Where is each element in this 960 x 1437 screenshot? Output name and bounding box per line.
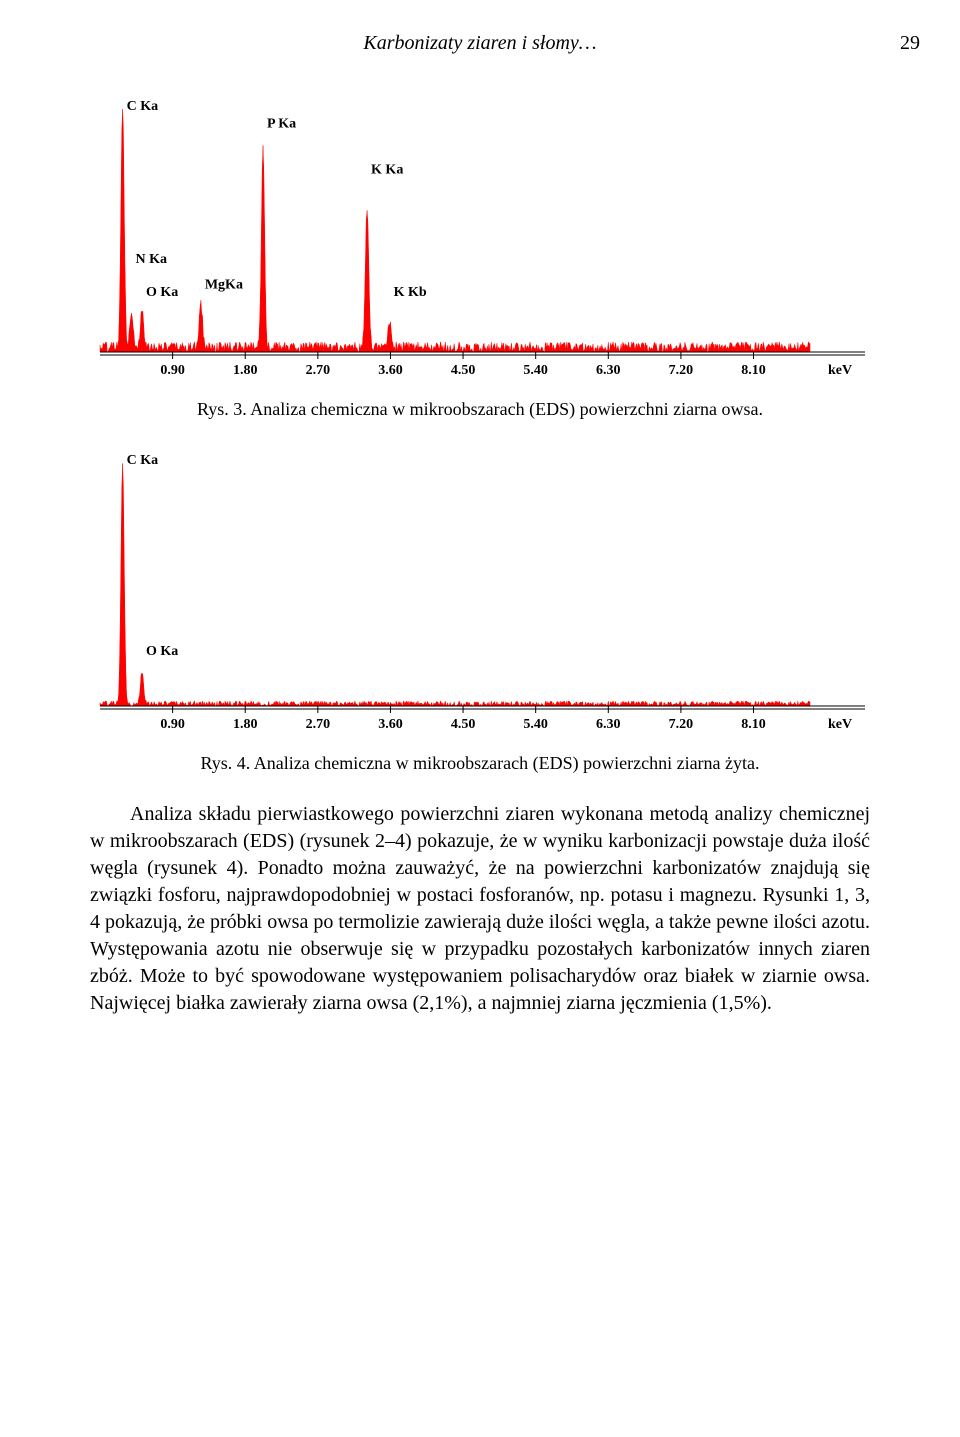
svg-text:5.40: 5.40: [523, 717, 548, 732]
svg-text:0.90: 0.90: [160, 363, 185, 378]
svg-text:3.60: 3.60: [378, 363, 403, 378]
running-title: Karbonizaty ziaren i słomy…: [363, 32, 596, 54]
running-head: Karbonizaty ziaren i słomy… 29: [90, 30, 870, 57]
svg-text:6.30: 6.30: [596, 717, 621, 732]
svg-text:O Ka: O Ka: [146, 644, 178, 659]
svg-text:3.60: 3.60: [378, 717, 403, 732]
svg-text:2.70: 2.70: [306, 363, 331, 378]
fig4-spectrum: 0.90 1.80 2.70 3.60 4.50 5.40 6.30 7.20 8.10 keV C…: [90, 441, 870, 741]
svg-text:N Ka: N Ka: [135, 252, 167, 267]
svg-text:K Kb: K Kb: [394, 285, 427, 300]
svg-text:7.20: 7.20: [669, 717, 694, 732]
page-number: 29: [900, 30, 920, 57]
svg-text:C Ka: C Ka: [127, 99, 159, 114]
svg-text:0.90: 0.90: [160, 717, 185, 732]
svg-text:O Ka: O Ka: [146, 285, 178, 300]
svg-text:keV: keV: [828, 363, 852, 378]
fig3-caption: Rys. 3. Analiza chemiczna w mikroobszara…: [90, 397, 870, 421]
svg-text:P Ka: P Ka: [267, 117, 296, 132]
body-paragraph: Analiza składu pierwiastkowego powierzch…: [90, 801, 870, 1017]
svg-text:MgKa: MgKa: [205, 277, 243, 292]
svg-text:8.10: 8.10: [741, 717, 766, 732]
svg-text:C Ka: C Ka: [127, 453, 159, 468]
svg-text:1.80: 1.80: [233, 717, 258, 732]
svg-text:4.50: 4.50: [451, 363, 476, 378]
fig3-spectrum: 0.90 1.80 2.70 3.60 4.50 5.40 6.30 7.20 8.10 keV C…: [90, 87, 870, 387]
svg-text:6.30: 6.30: [596, 363, 621, 378]
svg-text:2.70: 2.70: [306, 717, 331, 732]
svg-text:1.80: 1.80: [233, 363, 258, 378]
svg-text:7.20: 7.20: [669, 363, 694, 378]
svg-text:keV: keV: [828, 717, 852, 732]
svg-text:K Ka: K Ka: [371, 163, 403, 178]
svg-text:8.10: 8.10: [741, 363, 766, 378]
svg-text:4.50: 4.50: [451, 717, 476, 732]
fig4-caption: Rys. 4. Analiza chemiczna w mikroobszara…: [90, 751, 870, 775]
svg-text:5.40: 5.40: [523, 363, 548, 378]
